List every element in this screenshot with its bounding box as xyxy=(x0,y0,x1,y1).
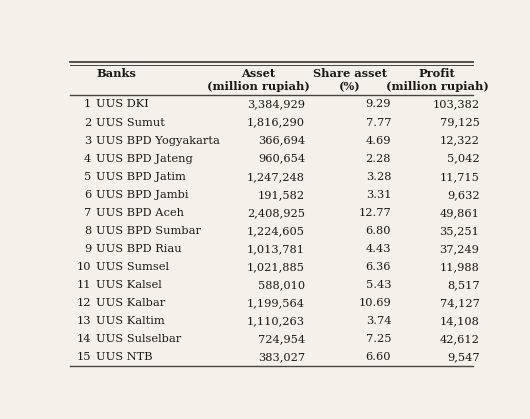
Text: 3.28: 3.28 xyxy=(366,172,391,182)
Text: Profit: Profit xyxy=(419,68,455,79)
Text: 74,127: 74,127 xyxy=(439,298,480,308)
Text: 3,384,929: 3,384,929 xyxy=(247,99,305,109)
Text: (million rupiah): (million rupiah) xyxy=(207,81,310,92)
Text: UUS BPD Jambi: UUS BPD Jambi xyxy=(96,190,189,200)
Text: 4.69: 4.69 xyxy=(366,136,391,146)
Text: 9: 9 xyxy=(84,244,91,254)
Text: UUS BPD Aceh: UUS BPD Aceh xyxy=(96,208,184,218)
Text: 588,010: 588,010 xyxy=(258,280,305,290)
Text: 9,632: 9,632 xyxy=(447,190,480,200)
Text: UUS Sumsel: UUS Sumsel xyxy=(96,262,169,272)
Text: 191,582: 191,582 xyxy=(258,190,305,200)
Text: 12: 12 xyxy=(77,298,91,308)
Text: 12.77: 12.77 xyxy=(358,208,391,218)
Text: 37,249: 37,249 xyxy=(439,244,480,254)
Text: 79,125: 79,125 xyxy=(439,118,480,127)
Text: 15: 15 xyxy=(77,352,91,362)
Text: 103,382: 103,382 xyxy=(432,99,480,109)
Text: 7.25: 7.25 xyxy=(366,334,391,344)
Text: 383,027: 383,027 xyxy=(258,352,305,362)
Text: 1,021,885: 1,021,885 xyxy=(247,262,305,272)
Text: Share asset: Share asset xyxy=(313,68,387,79)
Text: 49,861: 49,861 xyxy=(439,208,480,218)
Text: UUS Kaltim: UUS Kaltim xyxy=(96,316,165,326)
Text: 6.80: 6.80 xyxy=(366,226,391,236)
Text: 5,042: 5,042 xyxy=(447,154,480,164)
Text: Asset: Asset xyxy=(241,68,276,79)
Text: 1,013,781: 1,013,781 xyxy=(247,244,305,254)
Text: 7: 7 xyxy=(84,208,91,218)
Text: 11: 11 xyxy=(77,280,91,290)
Text: (million rupiah): (million rupiah) xyxy=(385,81,488,92)
Text: UUS Kalsel: UUS Kalsel xyxy=(96,280,162,290)
Text: UUS BPD Riau: UUS BPD Riau xyxy=(96,244,182,254)
Text: UUS BPD Yogyakarta: UUS BPD Yogyakarta xyxy=(96,136,220,146)
Text: 11,715: 11,715 xyxy=(439,172,480,182)
Text: 3.74: 3.74 xyxy=(366,316,391,326)
Text: 1,224,605: 1,224,605 xyxy=(247,226,305,236)
Text: 12,322: 12,322 xyxy=(439,136,480,146)
Text: 14: 14 xyxy=(77,334,91,344)
Text: 6.36: 6.36 xyxy=(366,262,391,272)
Text: UUS BPD Sumbar: UUS BPD Sumbar xyxy=(96,226,201,236)
Text: UUS Sulselbar: UUS Sulselbar xyxy=(96,334,181,344)
Text: 8,517: 8,517 xyxy=(447,280,480,290)
Text: 8: 8 xyxy=(84,226,91,236)
Text: 10.69: 10.69 xyxy=(358,298,391,308)
Text: 14,108: 14,108 xyxy=(439,316,480,326)
Text: 5.43: 5.43 xyxy=(366,280,391,290)
Text: 2: 2 xyxy=(84,118,91,127)
Text: 4: 4 xyxy=(84,154,91,164)
Text: 11,988: 11,988 xyxy=(439,262,480,272)
Text: 3.31: 3.31 xyxy=(366,190,391,200)
Text: UUS BPD Jateng: UUS BPD Jateng xyxy=(96,154,193,164)
Text: 366,694: 366,694 xyxy=(258,136,305,146)
Text: 1,199,564: 1,199,564 xyxy=(247,298,305,308)
Text: 9,547: 9,547 xyxy=(447,352,480,362)
Text: 3: 3 xyxy=(84,136,91,146)
Text: 4.43: 4.43 xyxy=(366,244,391,254)
Text: 724,954: 724,954 xyxy=(258,334,305,344)
Text: 6.60: 6.60 xyxy=(366,352,391,362)
Text: 960,654: 960,654 xyxy=(258,154,305,164)
Text: 13: 13 xyxy=(77,316,91,326)
Text: 7.77: 7.77 xyxy=(366,118,391,127)
Text: 1,110,263: 1,110,263 xyxy=(247,316,305,326)
Text: (%): (%) xyxy=(339,81,360,92)
Text: 2,408,925: 2,408,925 xyxy=(247,208,305,218)
Text: 9.29: 9.29 xyxy=(366,99,391,109)
Text: UUS NTB: UUS NTB xyxy=(96,352,153,362)
Text: 1,247,248: 1,247,248 xyxy=(247,172,305,182)
Text: 1,816,290: 1,816,290 xyxy=(247,118,305,127)
Text: 6: 6 xyxy=(84,190,91,200)
Text: 2.28: 2.28 xyxy=(366,154,391,164)
Text: UUS Sumut: UUS Sumut xyxy=(96,118,165,127)
Text: 42,612: 42,612 xyxy=(439,334,480,344)
Text: UUS DKI: UUS DKI xyxy=(96,99,149,109)
Text: Banks: Banks xyxy=(96,68,136,79)
Text: 10: 10 xyxy=(77,262,91,272)
Text: UUS Kalbar: UUS Kalbar xyxy=(96,298,165,308)
Text: 35,251: 35,251 xyxy=(439,226,480,236)
Text: 1: 1 xyxy=(84,99,91,109)
Text: 5: 5 xyxy=(84,172,91,182)
Text: UUS BPD Jatim: UUS BPD Jatim xyxy=(96,172,186,182)
